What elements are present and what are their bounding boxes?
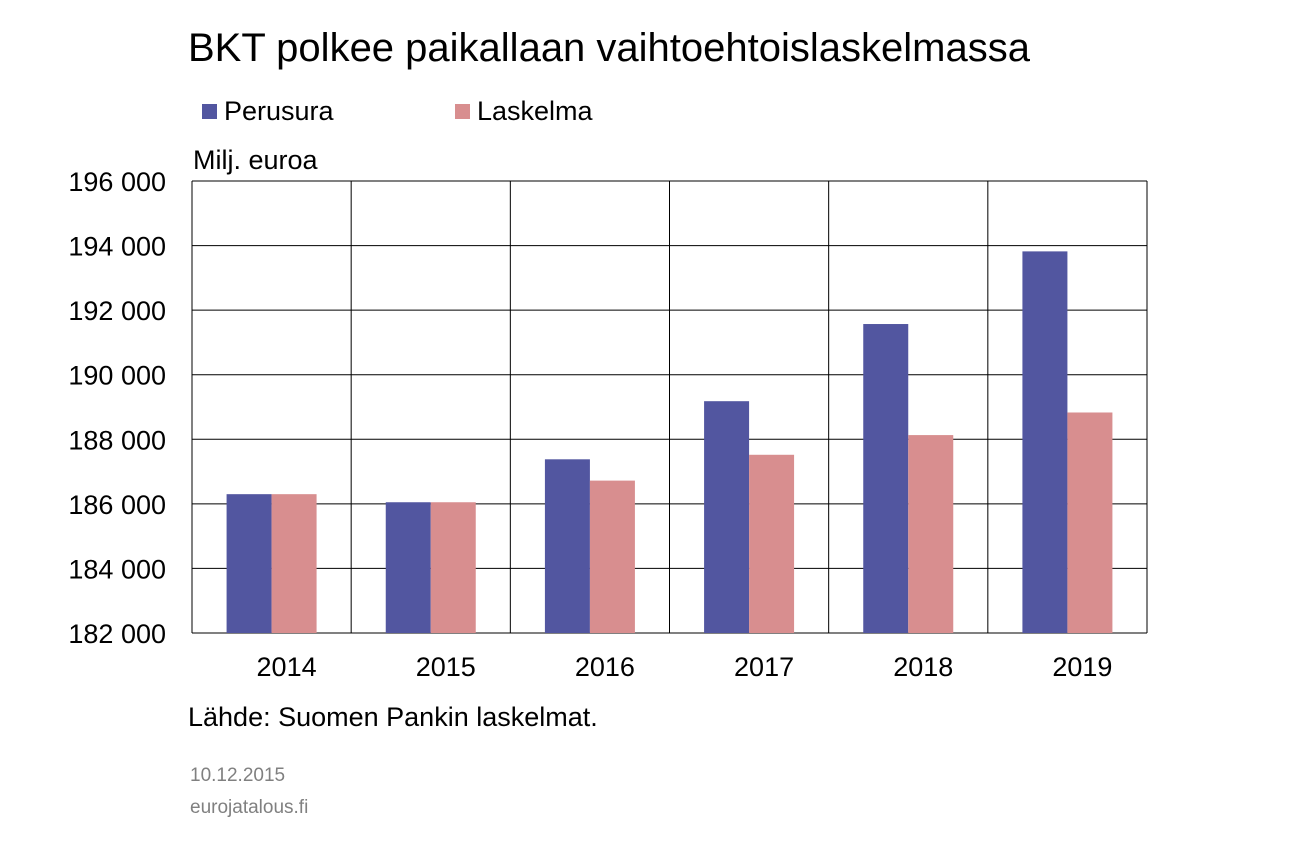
x-tick-label: 2016 (575, 652, 635, 682)
bar-laskelma-2018 (908, 435, 954, 633)
y-axis-unit-label: Milj. euroa (193, 145, 318, 175)
bar-perusura-2014 (226, 494, 272, 633)
legend-item-laskelma: Laskelma (455, 96, 593, 127)
legend-label-laskelma: Laskelma (477, 96, 593, 126)
publish-date: 10.12.2015 (190, 765, 286, 786)
chart-title: BKT polkee paikallaan vaihtoehtoislaskel… (188, 26, 1030, 70)
bar-perusura-2018 (863, 324, 909, 633)
x-tick-label: 2015 (416, 652, 476, 682)
legend-label-perusura: Perusura (224, 96, 334, 126)
bar-perusura-2016 (544, 459, 590, 633)
bar-laskelma-2015 (430, 502, 476, 633)
bar-laskelma-2014 (271, 494, 317, 633)
y-tick-label: 190 000 (68, 361, 166, 391)
x-tick-label: 2014 (257, 652, 317, 682)
bar-perusura-2015 (385, 502, 431, 633)
y-tick-label: 186 000 (68, 490, 166, 520)
bar-laskelma-2016 (589, 480, 635, 633)
bar-laskelma-2017 (749, 454, 795, 633)
site-name: eurojatalous.fi (190, 797, 309, 818)
y-tick-label: 188 000 (68, 425, 166, 455)
legend-swatch-laskelma (455, 104, 470, 119)
x-tick-label: 2018 (893, 652, 953, 682)
y-tick-label: 196 000 (68, 167, 166, 197)
legend-swatch-perusura (202, 104, 217, 119)
bar-perusura-2017 (704, 401, 750, 633)
y-tick-label: 182 000 (68, 619, 166, 649)
bar-perusura-2019 (1022, 251, 1068, 633)
y-tick-label: 194 000 (68, 232, 166, 262)
legend-item-perusura: Perusura (202, 96, 334, 127)
y-tick-label: 184 000 (68, 554, 166, 584)
source-note: Lähde: Suomen Pankin laskelmat. (188, 702, 598, 732)
bar-laskelma-2019 (1067, 412, 1113, 633)
x-tick-label: 2017 (734, 652, 794, 682)
x-tick-label: 2019 (1052, 652, 1112, 682)
y-tick-label: 192 000 (68, 296, 166, 326)
